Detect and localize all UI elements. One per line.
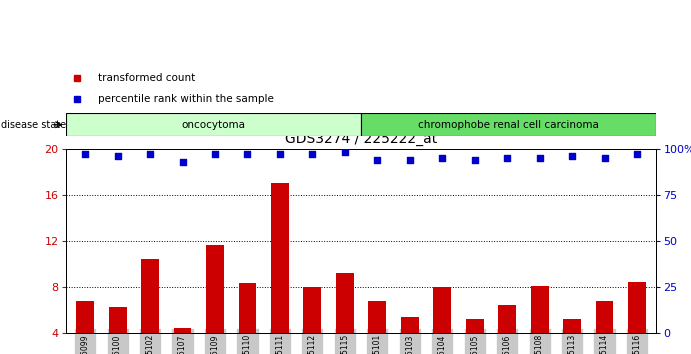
Bar: [361, 113, 656, 136]
Title: GDS3274 / 225222_at: GDS3274 / 225222_at: [285, 132, 437, 146]
Point: [502, 155, 513, 161]
Bar: [401, 316, 419, 333]
Point: [144, 152, 155, 157]
Bar: [66, 113, 361, 136]
Bar: [271, 183, 289, 333]
Point: [79, 152, 91, 157]
Point: [112, 153, 123, 159]
Point: [274, 152, 285, 157]
Point: [404, 157, 415, 162]
Bar: [368, 301, 386, 333]
Point: [599, 155, 610, 161]
Bar: [173, 328, 191, 333]
Bar: [108, 307, 126, 333]
Bar: [498, 305, 516, 333]
Bar: [628, 282, 646, 333]
Bar: [336, 273, 354, 333]
Bar: [563, 319, 581, 333]
Point: [469, 157, 480, 162]
Bar: [303, 287, 321, 333]
Text: chromophobe renal cell carcinoma: chromophobe renal cell carcinoma: [418, 120, 599, 130]
Bar: [76, 301, 94, 333]
Text: percentile rank within the sample: percentile rank within the sample: [98, 95, 274, 104]
Bar: [531, 286, 549, 333]
Text: disease state: disease state: [1, 120, 66, 130]
Point: [177, 159, 188, 164]
Bar: [238, 283, 256, 333]
Bar: [466, 319, 484, 333]
Point: [339, 149, 350, 155]
Point: [437, 155, 448, 161]
Point: [307, 152, 318, 157]
Bar: [596, 301, 614, 333]
Text: oncocytoma: oncocytoma: [181, 120, 245, 130]
Bar: [206, 245, 224, 333]
Bar: [433, 287, 451, 333]
Point: [372, 157, 383, 162]
Bar: [141, 259, 159, 333]
Point: [632, 152, 643, 157]
Point: [242, 152, 253, 157]
Point: [534, 155, 545, 161]
Point: [209, 152, 220, 157]
Point: [567, 153, 578, 159]
Text: transformed count: transformed count: [98, 73, 196, 83]
